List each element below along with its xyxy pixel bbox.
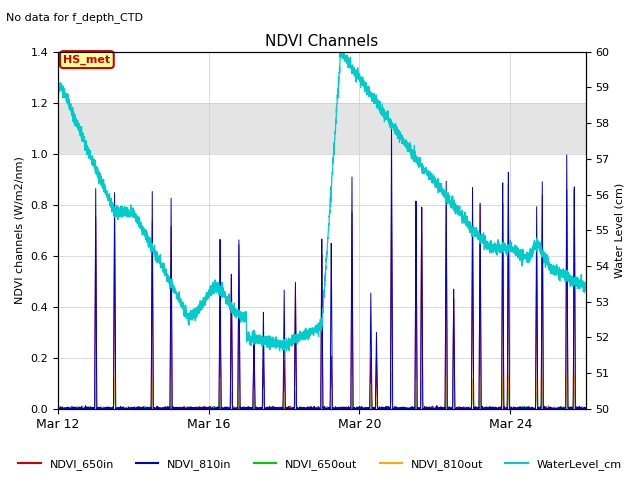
Y-axis label: Water Level (cm): Water Level (cm) bbox=[615, 182, 625, 278]
Text: HS_met: HS_met bbox=[63, 54, 111, 65]
Title: NDVI Channels: NDVI Channels bbox=[265, 34, 378, 49]
Y-axis label: NDVI channels (W/m2/nm): NDVI channels (W/m2/nm) bbox=[15, 156, 25, 304]
Text: No data for f_depth_CTD: No data for f_depth_CTD bbox=[6, 12, 143, 23]
Bar bbox=[58, 103, 586, 154]
Legend: NDVI_650in, NDVI_810in, NDVI_650out, NDVI_810out, WaterLevel_cm: NDVI_650in, NDVI_810in, NDVI_650out, NDV… bbox=[14, 455, 626, 474]
